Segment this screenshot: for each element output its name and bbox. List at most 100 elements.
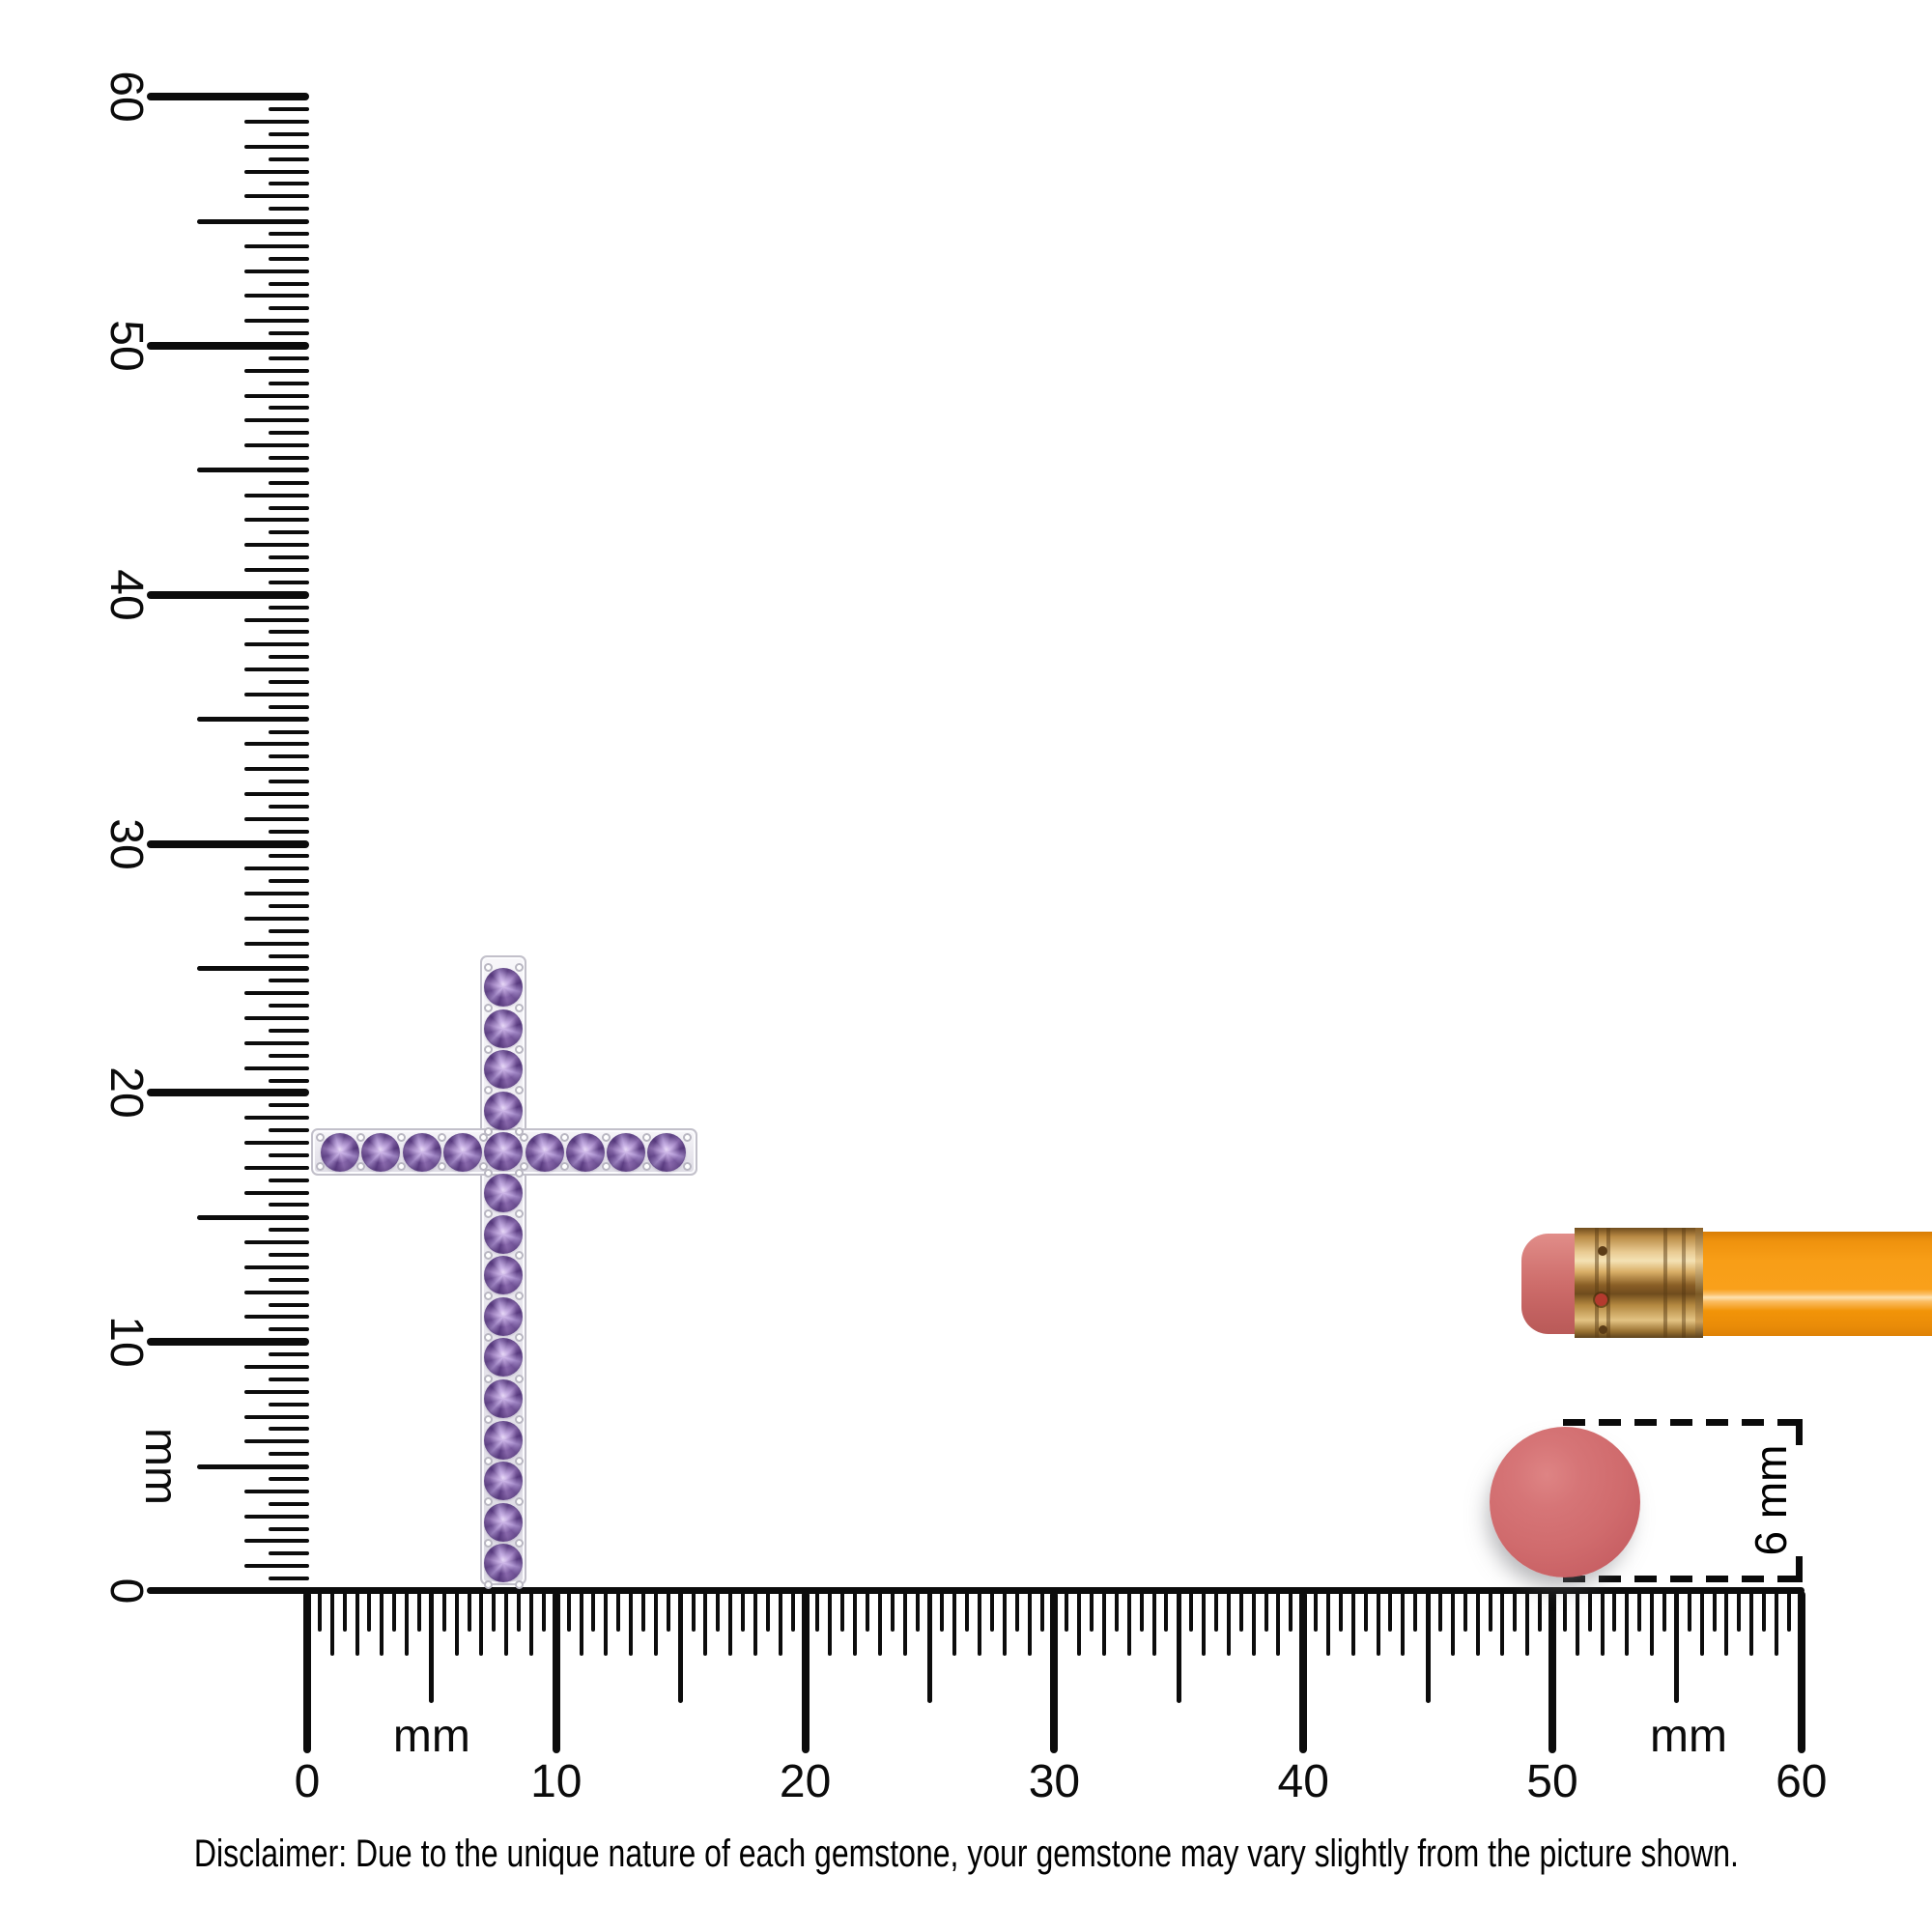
pendant-stone: [484, 1174, 523, 1212]
horizontal-ruler-tick: [1600, 1591, 1605, 1656]
vertical-ruler-tick: [244, 1564, 309, 1569]
vertical-ruler-tick: [269, 1128, 309, 1133]
pendant-prong: [514, 962, 524, 972]
horizontal-ruler-tick: [1775, 1591, 1779, 1656]
horizontal-ruler-tick: [1724, 1591, 1729, 1656]
horizontal-ruler-tick: [801, 1591, 810, 1753]
pendant-prong: [683, 1162, 693, 1171]
horizontal-ruler-tick: [1189, 1591, 1194, 1632]
horizontal-ruler-tick: [467, 1591, 471, 1632]
vertical-ruler-number: 60: [100, 71, 152, 123]
pendant-prong: [483, 1292, 493, 1301]
vertical-ruler-tick: [269, 480, 309, 485]
horizontal-ruler-tick: [429, 1591, 435, 1703]
horizontal-ruler-tick: [1289, 1591, 1293, 1632]
vertical-ruler-tick: [269, 605, 309, 610]
horizontal-ruler-tick: [380, 1591, 384, 1656]
vertical-ruler-tick: [244, 568, 309, 573]
pencil-ferrule-rivet: [1595, 1293, 1607, 1306]
vertical-ruler-tick: [269, 1228, 309, 1233]
horizontal-ruler-tick: [965, 1591, 970, 1632]
horizontal-ruler-tick: [765, 1591, 770, 1632]
pendant-prong: [514, 1497, 524, 1507]
vertical-ruler-number: 0: [100, 1577, 152, 1605]
vertical-ruler-tick: [244, 144, 309, 149]
vertical-ruler-tick: [269, 381, 309, 385]
horizontal-ruler-tick: [1325, 1591, 1330, 1656]
vertical-ruler-tick: [244, 792, 309, 797]
horizontal-ruler-tick: [1101, 1591, 1106, 1656]
vertical-ruler-tick: [197, 966, 309, 971]
vertical-ruler-number: 10: [100, 1316, 152, 1368]
horizontal-ruler-tick: [1538, 1591, 1543, 1632]
vertical-ruler-tick: [269, 1402, 309, 1406]
vertical-ruler-number: 40: [100, 569, 152, 621]
vertical-ruler-tick: [269, 456, 309, 460]
horizontal-ruler-tick: [940, 1591, 945, 1632]
pendant-prong: [483, 1332, 493, 1342]
vertical-ruler-tick: [244, 1389, 309, 1394]
pendant-stone: [484, 968, 523, 1007]
horizontal-ruler-tick: [653, 1591, 658, 1656]
horizontal-ruler-tick: [1674, 1591, 1680, 1703]
horizontal-ruler-tick: [902, 1591, 907, 1656]
pendant-stone: [565, 1132, 605, 1172]
horizontal-ruler-tick: [1238, 1591, 1243, 1632]
disclaimer-text: Disclaimer: Due to the unique nature of …: [193, 1833, 1739, 1875]
vertical-ruler-tick: [269, 1028, 309, 1033]
vertical-ruler-tick: [269, 1203, 309, 1208]
vertical-ruler-tick: [269, 904, 309, 909]
horizontal-ruler-tick: [1401, 1591, 1406, 1656]
pencil-ferrule-rib: [1606, 1228, 1610, 1338]
pendant-prong: [683, 1133, 693, 1142]
pendant-prong: [483, 1168, 493, 1178]
vertical-ruler-tick: [244, 243, 309, 248]
pendant-prong: [483, 1044, 493, 1054]
pencil-ferrule-dot: [1599, 1325, 1607, 1334]
vertical-ruler-tick: [269, 156, 309, 161]
horizontal-ruler-number: 10: [530, 1756, 582, 1807]
vertical-ruler-tick: [244, 543, 309, 548]
vertical-ruler-tick: [244, 518, 309, 523]
pendant-stone: [484, 1379, 523, 1418]
pendant-prong: [355, 1162, 365, 1171]
horizontal-ruler-tick: [367, 1591, 372, 1632]
horizontal-ruler-tick: [866, 1591, 870, 1632]
pendant-prong: [315, 1162, 325, 1171]
pendant-prong: [601, 1133, 611, 1142]
vertical-ruler-tick: [269, 854, 309, 859]
horizontal-ruler-tick: [1213, 1591, 1218, 1632]
horizontal-ruler-number: 40: [1277, 1756, 1329, 1807]
horizontal-ruler-tick: [492, 1591, 497, 1632]
reference-gemstone: [1490, 1427, 1640, 1577]
vertical-ruler-tick: [197, 1214, 309, 1220]
vertical-ruler-tick: [147, 342, 309, 350]
pendant-prong: [397, 1162, 407, 1171]
vertical-ruler-tick: [244, 1290, 309, 1294]
vertical-ruler-tick: [244, 294, 309, 298]
horizontal-ruler-tick: [1797, 1591, 1805, 1753]
vertical-ruler-tick: [147, 590, 309, 599]
horizontal-ruler-tick: [716, 1591, 721, 1632]
vertical-ruler-tick: [269, 1377, 309, 1381]
vertical-ruler-tick: [269, 754, 309, 759]
vertical-ruler-tick: [147, 1089, 309, 1097]
vertical-ruler-tick: [244, 1116, 309, 1121]
horizontal-ruler-tick: [1548, 1591, 1556, 1753]
dimension-stub-top-right: [1796, 1419, 1803, 1445]
horizontal-ruler-tick: [1612, 1591, 1617, 1632]
pendant-stone: [484, 1214, 523, 1254]
horizontal-ruler-tick: [441, 1591, 446, 1632]
horizontal-ruler-tick: [666, 1591, 670, 1632]
horizontal-ruler-number: 60: [1776, 1756, 1828, 1807]
horizontal-ruler-tick: [1314, 1591, 1319, 1632]
vertical-ruler-tick: [269, 1476, 309, 1481]
pendant-stone: [402, 1132, 441, 1172]
vertical-ruler-tick: [244, 119, 309, 124]
vertical-ruler-tick: [269, 1551, 309, 1556]
pencil-ferrule-rib: [1663, 1228, 1667, 1338]
horizontal-ruler-tick: [504, 1591, 509, 1656]
horizontal-ruler-tick: [1226, 1591, 1231, 1656]
vertical-ruler-tick: [269, 630, 309, 635]
horizontal-ruler-tick: [1350, 1591, 1355, 1656]
